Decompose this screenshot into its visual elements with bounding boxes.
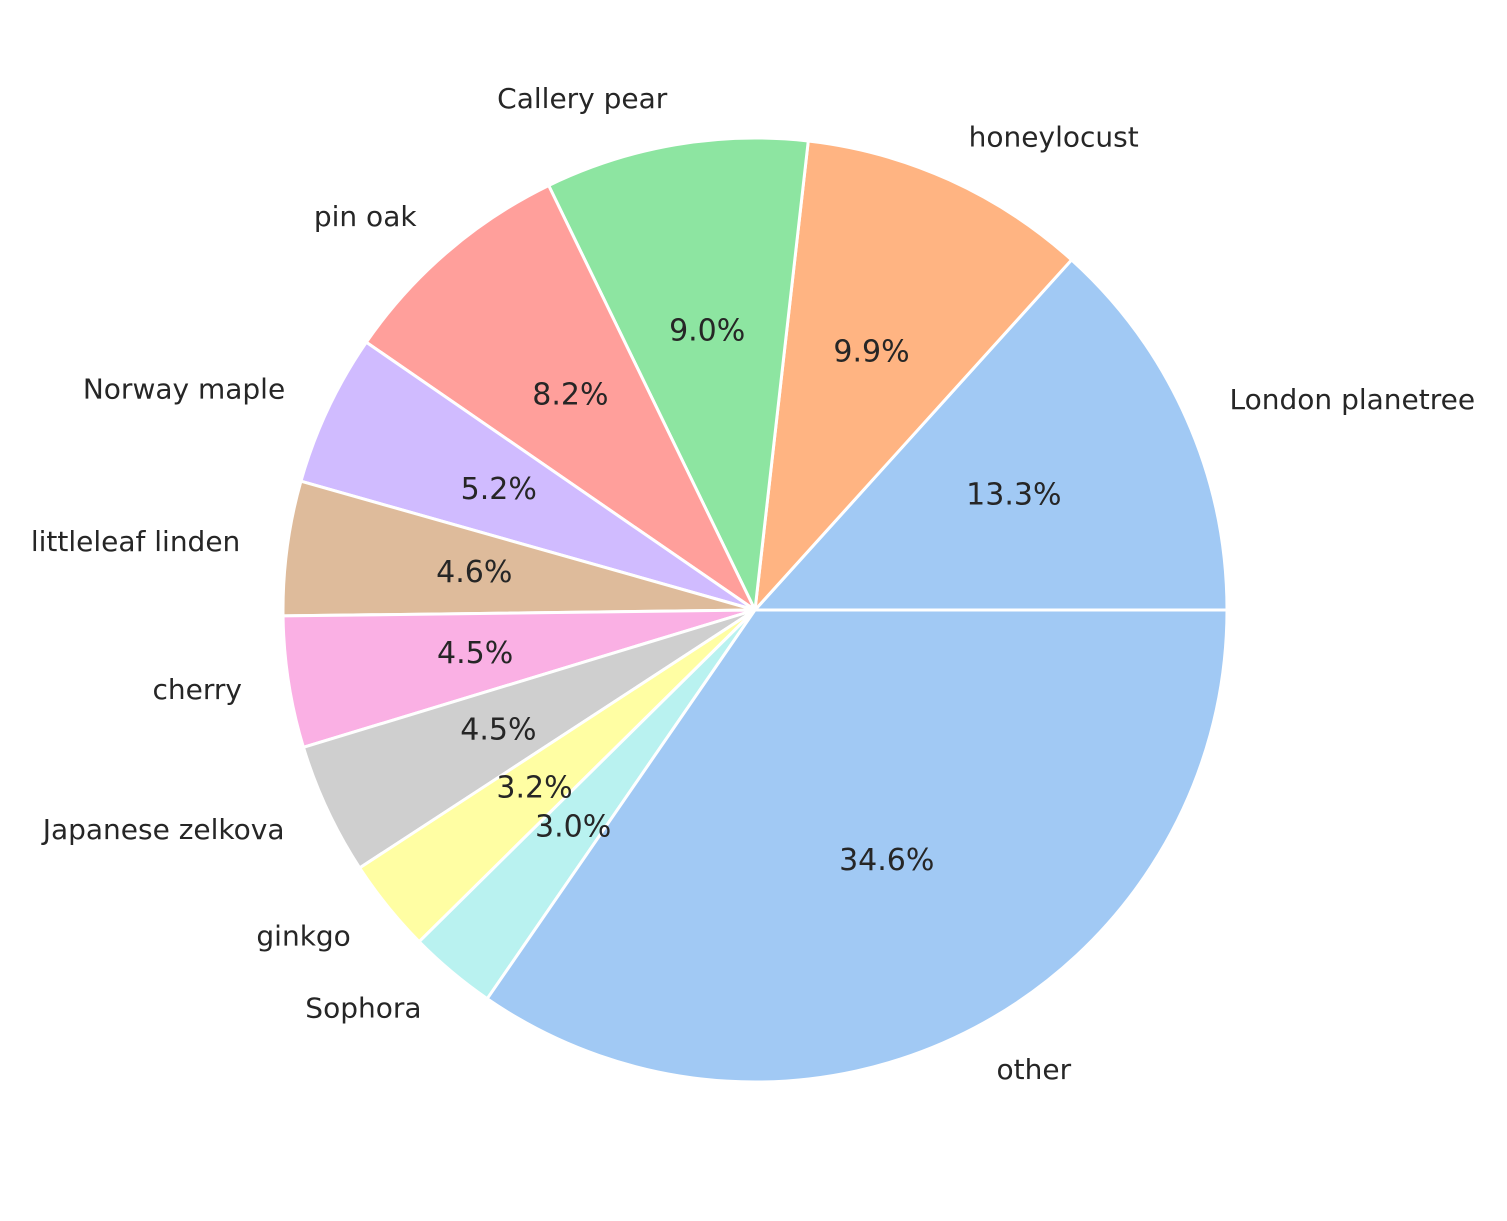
slice-percent-norway-maple: 5.2% [461, 472, 537, 507]
slice-label-japanese-zelkova: Japanese zelkova [41, 813, 285, 846]
slice-label-norway-maple: Norway maple [83, 372, 285, 405]
slice-label-callery-pear: Callery pear [497, 82, 668, 115]
pie-slice-callery-pear [547, 136, 810, 612]
slice-percent-japanese-zelkova: 4.5% [460, 712, 536, 747]
slice-percent-ginkgo: 3.2% [496, 770, 572, 805]
slice-percent-sophora: 3.0% [535, 810, 611, 845]
pie-slice-honeylocust [753, 139, 1074, 612]
labels-layer: London planetree 13.3% honeylocust 9.9% Call… [31, 82, 1475, 1086]
slice-percent-pin-oak: 8.2% [532, 378, 608, 413]
slice-label-other: other [997, 1053, 1072, 1086]
slice-percent-london-planetree: 13.3% [966, 478, 1061, 513]
pie-slice-pin-oak [364, 183, 757, 612]
slice-percent-other: 34.6% [839, 843, 934, 878]
pie-slice-norway-maple [299, 340, 757, 612]
pie-slice-london-planetree [753, 258, 1229, 612]
slice-percent-honeylocust: 9.9% [833, 334, 909, 369]
slice-label-ginkgo: ginkgo [256, 919, 350, 952]
slice-label-littleleaf-linden: littleleaf linden [31, 525, 241, 558]
slice-percent-littleleaf-linden: 4.6% [436, 555, 512, 590]
slice-percent-cherry: 4.5% [437, 636, 513, 671]
slice-label-sophora: Sophora [305, 991, 421, 1024]
slice-label-london-planetree: London planetree [1230, 383, 1476, 416]
slice-percent-callery-pear: 9.0% [669, 313, 745, 348]
slice-label-pin-oak: pin oak [314, 200, 417, 233]
slice-label-honeylocust: honeylocust [969, 120, 1139, 153]
slice-label-cherry: cherry [152, 673, 241, 706]
pie-slice-other [485, 608, 1229, 1084]
slices-layer [281, 136, 1229, 1084]
